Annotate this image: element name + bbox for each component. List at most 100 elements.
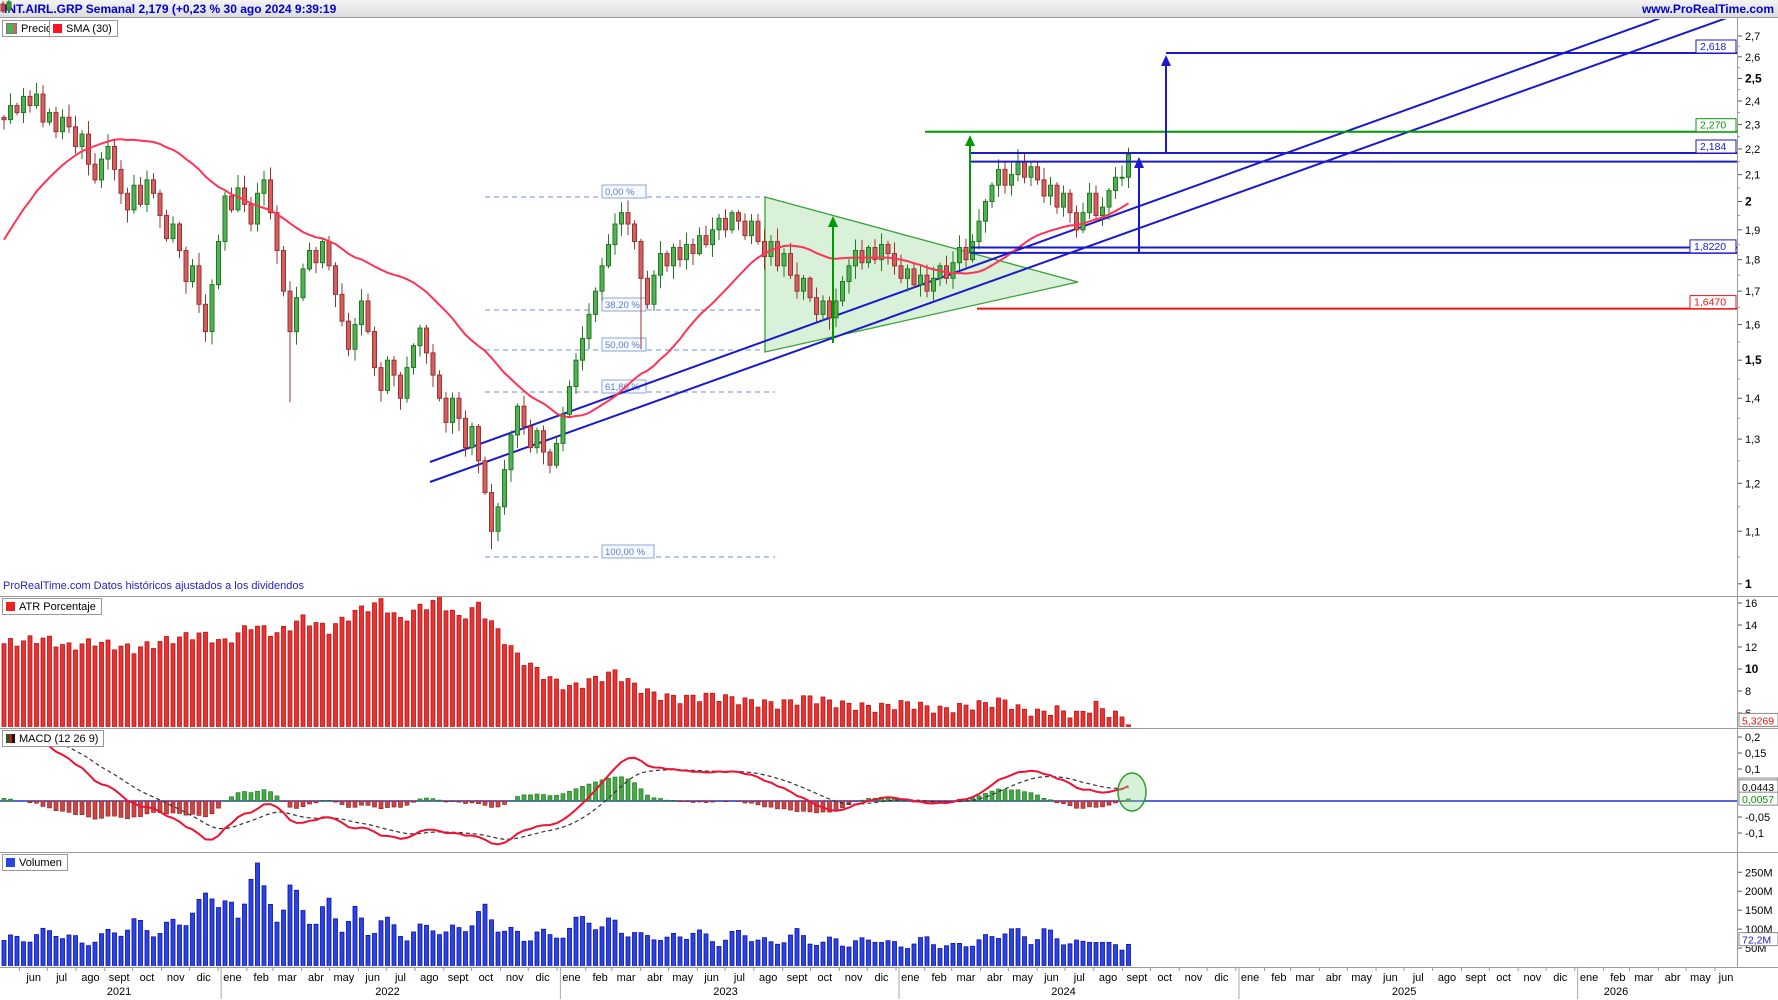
price-tick-label: 1,6 xyxy=(1745,320,1760,332)
macd-hist-bar xyxy=(346,800,351,808)
atr-bar xyxy=(827,699,832,727)
trendline[interactable] xyxy=(429,15,1669,463)
candle xyxy=(112,145,117,170)
watermark-text: ProRealTime.com Datos históricos ajustad… xyxy=(3,580,305,592)
volume-bar xyxy=(723,939,728,966)
price-legend-icon xyxy=(6,23,17,34)
macd-hist-bar xyxy=(710,800,715,803)
price-pane[interactable]: 0,00 % 38,20 % 50,00 % 61,80 % 100,00 % xyxy=(1,15,1737,559)
atr-bar xyxy=(755,706,761,727)
volume-bar xyxy=(157,933,163,966)
legend-sma[interactable]: SMA (30) xyxy=(49,20,118,37)
month-label: may xyxy=(672,972,693,984)
time-axis[interactable]: jun jul ago sept oct nov dic ene feb mar abr may jun… xyxy=(18,967,1733,999)
volume-bar xyxy=(125,929,130,966)
candle xyxy=(931,277,936,292)
atr-bar xyxy=(1074,710,1079,727)
atr-bar xyxy=(339,616,345,727)
fib-label: 100,00 % xyxy=(605,547,646,558)
atr-bar xyxy=(274,632,280,727)
atr-bar xyxy=(385,612,390,727)
volume-bar xyxy=(495,931,501,966)
atr-bar xyxy=(736,704,741,727)
candle xyxy=(138,184,143,205)
candle xyxy=(346,320,351,350)
year-label: 2024 xyxy=(1051,986,1075,998)
macd-hist-bar xyxy=(833,800,839,811)
atr-tick-label: 8 xyxy=(1745,686,1751,698)
macd-hist-bar xyxy=(73,800,78,815)
volume-bar xyxy=(203,892,208,966)
atr-bar xyxy=(963,704,969,727)
month-label: jul xyxy=(394,972,406,984)
macd-hist-bar xyxy=(40,800,46,807)
price-tick-label: 2,6 xyxy=(1745,52,1760,64)
candle xyxy=(651,274,657,305)
atr-bar xyxy=(105,639,111,727)
volume-bar xyxy=(1119,949,1125,966)
legend-price[interactable]: Precio xyxy=(2,20,59,37)
atr-bar xyxy=(222,638,228,727)
atr-bar xyxy=(1041,710,1047,727)
macd-hist-bar xyxy=(313,800,319,804)
volume-bar xyxy=(846,946,852,966)
month-label: dic xyxy=(1553,972,1568,984)
macd-hist-bar xyxy=(177,800,182,814)
candle xyxy=(300,268,306,299)
macd-hist-bar xyxy=(326,800,332,802)
candle xyxy=(658,253,663,276)
candle xyxy=(495,506,501,532)
candle xyxy=(866,247,871,264)
month-label: sept xyxy=(787,972,808,984)
macd-hist-bar xyxy=(749,800,754,804)
volume-bar xyxy=(99,933,104,966)
volume-bar xyxy=(918,937,923,966)
atr-bar xyxy=(242,625,247,727)
atr-bar xyxy=(905,701,910,727)
atr-pane[interactable] xyxy=(1,597,1131,728)
macd-hist-bar xyxy=(190,800,195,815)
legend-atr[interactable]: ATR Porcentaje xyxy=(2,598,102,615)
atr-bar xyxy=(937,705,943,727)
candle xyxy=(807,277,813,299)
candle xyxy=(443,397,449,423)
volume-bar xyxy=(560,937,566,966)
legend-sma-label: SMA (30) xyxy=(66,22,112,35)
candle xyxy=(963,247,969,261)
legend-price-label: Precio xyxy=(21,22,53,35)
price-tick-label: 2,2 xyxy=(1745,144,1760,156)
volume-bar xyxy=(775,943,780,966)
volume-bar xyxy=(924,936,930,966)
volume-bar xyxy=(8,934,13,966)
right-axis[interactable]: 2,7 2,6 2,5 2,4 2,3 2,2 2,1 2 1,9 1,8 1,7 1,6 1,5 1,4… xyxy=(1737,31,1778,955)
volume-bar xyxy=(27,941,33,966)
candle xyxy=(307,250,312,270)
volume-bar xyxy=(346,921,351,966)
macd-highlight-circle xyxy=(1117,772,1147,812)
macd-pane[interactable] xyxy=(0,732,1737,846)
volume-bar xyxy=(131,918,137,966)
atr-bar xyxy=(112,649,117,727)
volume-legend-icon xyxy=(6,858,15,867)
prorealtime-link[interactable]: www.ProRealTime.com xyxy=(1641,1,1774,16)
candle xyxy=(385,359,390,391)
candle xyxy=(170,223,176,240)
volume-bar xyxy=(950,943,956,966)
macd-hist-bar xyxy=(814,800,819,814)
atr-bar xyxy=(359,605,364,727)
volume-bar xyxy=(931,944,936,966)
candle xyxy=(989,184,995,203)
month-label: ene xyxy=(223,972,241,984)
atr-bar xyxy=(307,625,312,727)
legend-macd[interactable]: MACD (12 26 9) xyxy=(2,730,105,747)
atr-bar xyxy=(430,600,436,727)
month-label: abr xyxy=(1326,972,1342,984)
month-label: nov xyxy=(167,972,185,984)
macd-hist-bar xyxy=(586,783,592,802)
macd-hist-bar xyxy=(1093,800,1099,808)
volume-bar xyxy=(944,945,949,966)
volume-pane[interactable] xyxy=(1,862,1131,967)
fib-label-box xyxy=(601,337,647,352)
legend-volume[interactable]: Volumen xyxy=(2,854,68,871)
